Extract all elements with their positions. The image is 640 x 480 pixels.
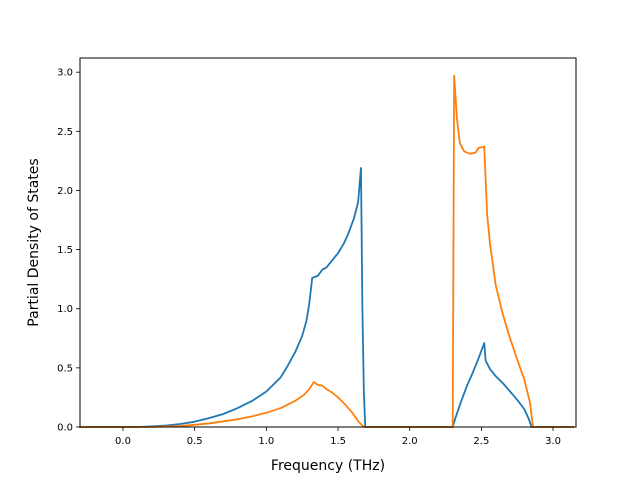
x-tick-label: 0.0 — [115, 436, 131, 447]
y-tick-label: 2.5 — [57, 127, 73, 138]
y-axis-label: Partial Density of States — [26, 158, 42, 326]
plot-area — [80, 58, 576, 427]
y-tick-label: 2.0 — [57, 186, 73, 197]
y-tick-label: 1.5 — [57, 245, 73, 256]
y-tick-label: 1.0 — [57, 304, 73, 315]
series-line-1 — [79, 167, 575, 428]
y-tick-label: 0.5 — [57, 363, 73, 374]
plot-frame — [79, 57, 577, 428]
x-tick-label: 2.0 — [402, 436, 418, 447]
y-axis-ticks: 0.0 0.5 1.0 1.5 2.0 2.5 3.0 — [57, 68, 80, 434]
series-line-2 — [79, 74, 575, 428]
series-layer — [79, 74, 575, 428]
x-tick-label: 3.0 — [545, 436, 561, 447]
x-axis-label: Frequency (THz) — [271, 458, 385, 474]
x-tick-label: 1.5 — [330, 436, 346, 447]
y-tick-label: 0.0 — [57, 423, 73, 434]
x-tick-label: 2.5 — [473, 436, 489, 447]
x-tick-label: 0.5 — [187, 436, 203, 447]
x-tick-label: 1.0 — [258, 436, 274, 447]
x-axis-ticks: 0.0 0.5 1.0 1.5 2.0 2.5 3.0 — [115, 427, 561, 447]
y-tick-label: 3.0 — [57, 68, 73, 79]
